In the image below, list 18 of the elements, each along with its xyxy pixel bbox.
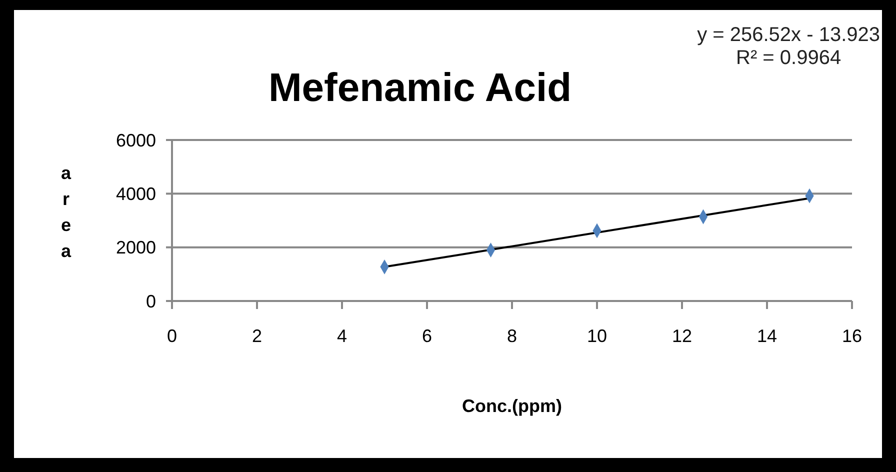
x-tick-label: 6: [422, 326, 432, 346]
x-tick-label: 16: [842, 326, 862, 346]
x-tick-label: 14: [756, 326, 778, 346]
x-tick-label: 2: [252, 326, 262, 346]
y-tick-label: 2000: [116, 238, 156, 258]
x-tick-label: 0: [166, 326, 178, 346]
x-tick-label: 8: [506, 326, 518, 346]
y-tick-label: 6000: [116, 130, 156, 150]
x-tick-label: 4: [336, 326, 348, 346]
y-axis-title: area: [60, 162, 72, 263]
text: R² = 0.9964: [735, 47, 842, 70]
y-tick-label: 4000: [116, 184, 156, 204]
x-tick-label: 12: [672, 326, 692, 346]
x-axis-title: Conc.(ppm): [461, 396, 563, 417]
x-tick-label: 10: [586, 326, 608, 346]
chart-title: Mefenamic Acid: [267, 66, 573, 111]
y-tick-label: 0: [146, 291, 156, 312]
text: y = 256.52x - 13.923: [697, 24, 880, 47]
